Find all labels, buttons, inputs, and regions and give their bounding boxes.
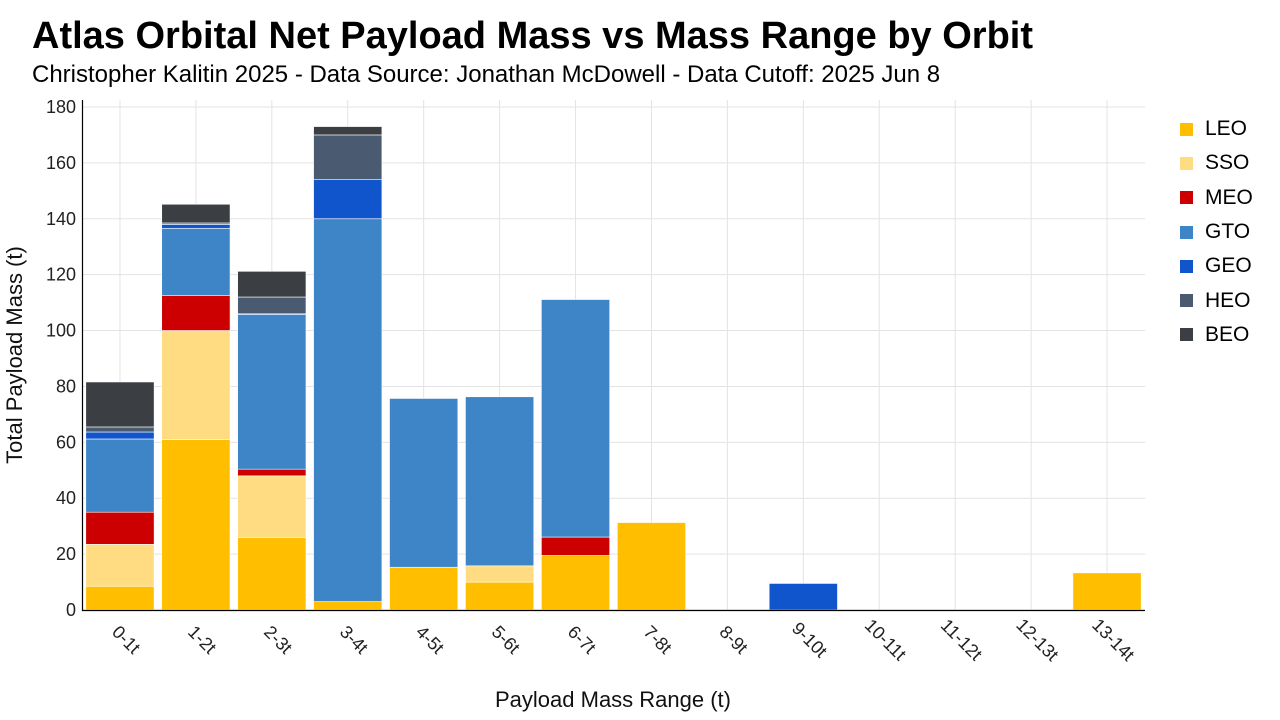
bar-sso-2-3t [237, 475, 307, 538]
y-tick-label: 40 [56, 488, 76, 508]
x-tick-label: 7-8t [640, 622, 676, 658]
bar-meo-0-1t [85, 511, 155, 545]
bar-gto-6-7t [541, 299, 611, 538]
legend-label: GEO [1205, 254, 1252, 278]
x-tick-label: 12-13t [1012, 615, 1062, 665]
legend-swatch [1180, 225, 1193, 239]
y-tick-labels: 0 20 40 60 80 100 120 140 160 180 [46, 97, 76, 620]
x-tick-label: 2-3t [260, 622, 296, 658]
bar-sso-5-6t [465, 565, 535, 583]
legend-label: HEO [1205, 288, 1251, 312]
x-tick-label: 8-9t [716, 622, 752, 658]
legend-label: MEO [1205, 185, 1253, 209]
legend-item-beo[interactable]: BEO [1180, 318, 1253, 352]
bar-beo-1-2t [161, 203, 231, 224]
legend-item-heo[interactable]: HEO [1180, 283, 1253, 317]
legend-item-sso[interactable]: SSO [1180, 146, 1253, 180]
legend-item-geo[interactable]: GEO [1180, 249, 1253, 283]
y-tick-label: 160 [46, 153, 76, 173]
bar-gto-4-5t [389, 398, 459, 568]
legend-swatch [1180, 122, 1193, 136]
chart-title: Atlas Orbital Net Payload Mass vs Mass R… [32, 15, 1033, 57]
legend-label: GTO [1205, 220, 1251, 244]
legend-swatch [1180, 328, 1193, 342]
bar-heo-0-1t [85, 426, 155, 433]
y-tick-label: 100 [46, 321, 76, 341]
axes [81, 100, 1145, 612]
x-tick-label: 1-2t [184, 622, 220, 658]
y-tick-label: 180 [46, 97, 76, 117]
bar-gto-1-2t [161, 227, 231, 296]
bar-sso-0-1t [85, 544, 155, 587]
x-tick-label: 5-6t [488, 622, 524, 658]
bar-sso-1-2t [161, 330, 231, 440]
x-tick-label: 9-10t [788, 618, 831, 661]
bar-meo-1-2t [161, 295, 231, 331]
y-tick-label: 20 [56, 544, 76, 564]
y-axis-title: Total Payload Mass (t) [2, 246, 27, 464]
bar-meo-6-7t [541, 536, 611, 556]
x-tick-labels: 0-1t 1-2t 2-3t 3-4t 4-5t 5-6t 6-7t 7-8t 8-9t 9-10… [108, 615, 1138, 665]
y-tick-label: 140 [46, 209, 76, 229]
legend-item-meo[interactable]: MEO [1180, 181, 1253, 215]
y-tick-label: 60 [56, 432, 76, 452]
bar-geo-3-4t [313, 179, 383, 220]
bar-meo-2-3t [237, 468, 307, 477]
bar-beo-0-1t [85, 381, 155, 428]
bar-gto-3-4t [313, 218, 383, 602]
x-tick-label: 13-14t [1088, 615, 1138, 665]
y-tick-label: 80 [56, 376, 76, 396]
y-tick-label: 0 [66, 600, 76, 620]
bar-leo-0-1t [85, 585, 155, 611]
x-tick-label: 6-7t [564, 622, 600, 658]
bar-heo-2-3t [237, 296, 307, 315]
legend-item-leo[interactable]: LEO [1180, 112, 1253, 146]
bar-geo-0-1t [85, 431, 155, 440]
bar-geo-9-10t [768, 583, 838, 611]
legend-swatch [1180, 156, 1193, 170]
legend: LEO SSO MEO GTO GEO HEO BEO [1180, 112, 1253, 352]
bar-gto-2-3t [237, 314, 307, 470]
bar-leo-4-5t [389, 566, 459, 611]
bar-leo-5-6t [465, 581, 535, 611]
bar-beo-2-3t [237, 271, 307, 298]
legend-label: LEO [1205, 117, 1248, 141]
bar-beo-3-4t [313, 126, 383, 136]
bar-heo-3-4t [313, 134, 383, 180]
bar-leo-1-2t [161, 439, 231, 611]
bar-leo-7-8t [616, 522, 686, 611]
bar-gto-5-6t [465, 396, 535, 567]
bar-stacks [85, 126, 1142, 611]
chart-subtitle: Christopher Kalitin 2025 - Data Source: … [32, 61, 941, 88]
bar-gto-0-1t [85, 438, 155, 513]
bar-leo-3-4t [313, 601, 383, 611]
y-tick-label: 120 [46, 265, 76, 285]
legend-swatch [1180, 191, 1193, 205]
legend-item-gto[interactable]: GTO [1180, 215, 1253, 249]
bar-geo-1-2t [161, 224, 231, 229]
bar-leo-6-7t [541, 555, 611, 611]
x-tick-label: 10-11t [861, 615, 910, 664]
x-tick-label: 0-1t [108, 622, 144, 658]
bar-leo-2-3t [237, 537, 307, 611]
legend-label: SSO [1205, 151, 1250, 175]
legend-swatch [1180, 259, 1193, 273]
x-tick-label: 4-5t [412, 622, 448, 658]
bar-leo-13-14t [1072, 572, 1142, 611]
x-tick-label: 3-4t [336, 622, 372, 658]
x-tick-label: 11-12t [937, 615, 986, 664]
legend-label: BEO [1205, 322, 1250, 346]
legend-swatch [1180, 294, 1193, 308]
x-axis-title: Payload Mass Range (t) [495, 687, 731, 712]
